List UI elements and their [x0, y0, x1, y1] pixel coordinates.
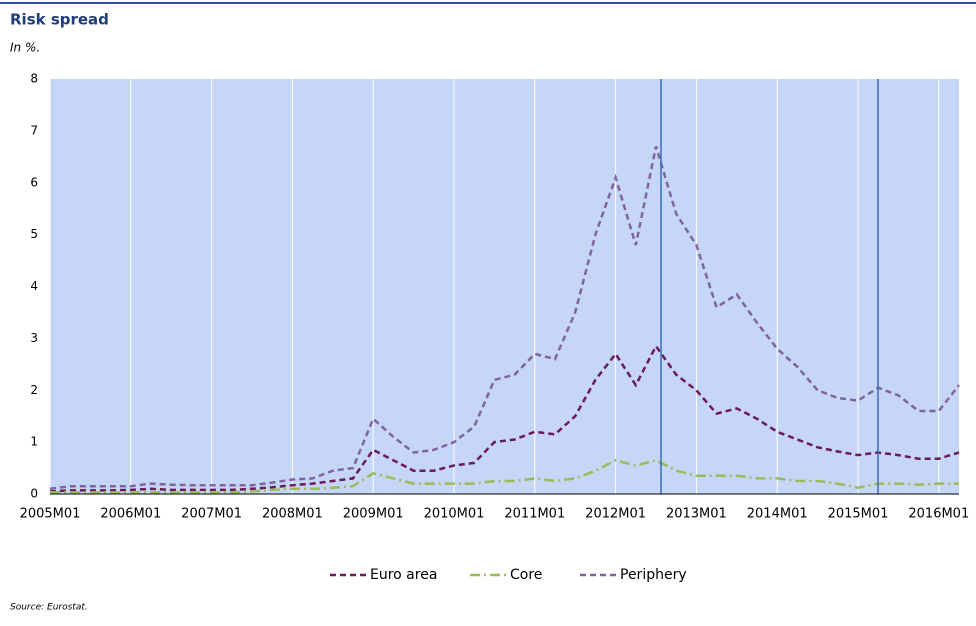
legend-label: Periphery [620, 567, 687, 583]
x-tick-label: 2009M01 [343, 507, 404, 522]
x-tick-label: 2005M01 [20, 507, 81, 522]
y-tick-label: 4 [30, 279, 38, 293]
y-tick-label: 1 [30, 435, 38, 449]
x-tick-label: 2015M01 [828, 507, 889, 522]
x-tick-label: 2013M01 [666, 507, 727, 522]
chart-title: Risk spread [10, 11, 109, 29]
x-tick-label: 2011M01 [504, 507, 565, 522]
legend-label: Core [510, 567, 542, 583]
source-note: Source: Eurostat. [10, 603, 88, 613]
y-tick-label: 2 [30, 383, 38, 397]
y-tick-label: 6 [30, 175, 38, 189]
y-tick-label: 3 [30, 331, 38, 345]
x-tick-label: 2006M01 [100, 507, 161, 522]
x-tick-label: 2008M01 [262, 507, 323, 522]
series-line [49, 343, 960, 493]
x-tick-label: 2010M01 [424, 507, 485, 522]
subtitle: In %. [10, 41, 40, 55]
x-tick-label: 2007M01 [181, 507, 242, 522]
legend-label: Euro area [370, 567, 437, 583]
x-tick-label: 2016M01 [908, 507, 969, 522]
x-tick-label: 2012M01 [585, 507, 646, 522]
y-tick-label: 7 [30, 123, 38, 137]
y-tick-label: 5 [30, 227, 38, 241]
x-tick-label: 2014M01 [747, 507, 808, 522]
y-tick-label: 8 [30, 72, 38, 86]
plot-area [50, 79, 959, 494]
series-line [49, 146, 960, 491]
y-tick-label: 0 [30, 487, 38, 501]
